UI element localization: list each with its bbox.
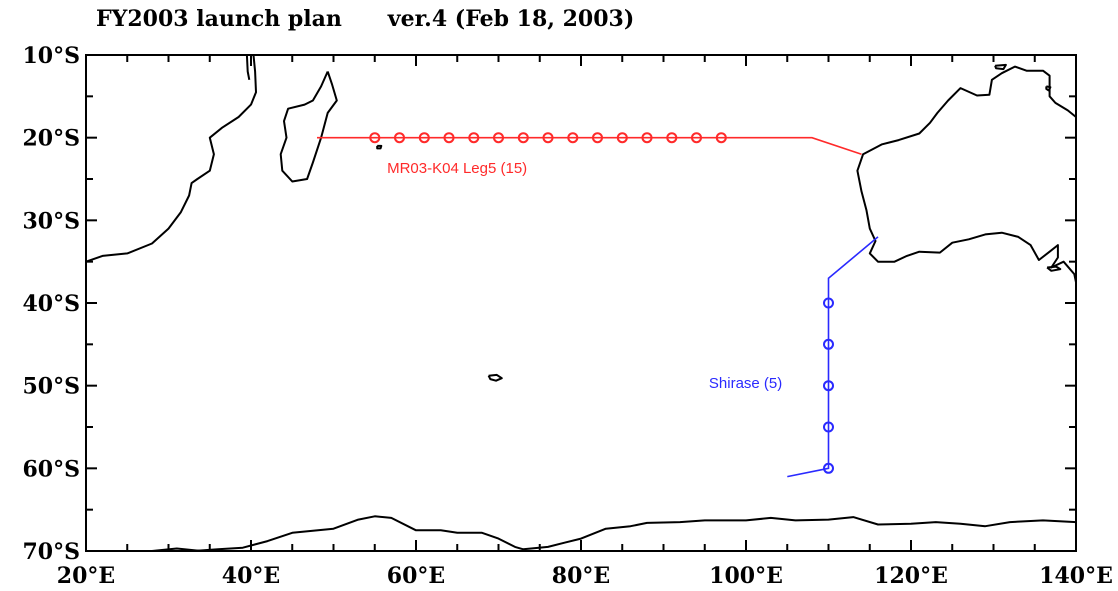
float-marker — [394, 132, 405, 144]
float-marker — [691, 132, 702, 144]
float-marker — [493, 132, 504, 144]
float-marker — [418, 132, 430, 144]
coastline-antarctica — [193, 515, 1076, 551]
coastline-kangaroo-island — [1046, 265, 1062, 272]
float-marker — [592, 132, 603, 144]
x-tick-label: 60°E — [387, 563, 445, 589]
route-label-0: MR03-K04 Leg5 (15) — [387, 160, 527, 177]
map-title: FY2003 launch plan ver.4 (Feb 18, 2003) — [96, 6, 635, 32]
coastline-australia — [856, 65, 1076, 283]
float-marker — [517, 132, 529, 144]
coastline-layer — [86, 43, 1076, 551]
x-tick-label: 100°E — [709, 563, 783, 589]
x-tick-label: 140°E — [1039, 563, 1113, 589]
y-tick-label: 70°S — [22, 539, 80, 565]
x-tick-label: 20°E — [57, 563, 115, 589]
float-marker — [715, 132, 727, 144]
float-marker — [823, 380, 834, 392]
route-track-1 — [787, 236, 879, 478]
y-tick-label: 10°S — [22, 43, 80, 69]
x-tick-label: 120°E — [874, 563, 948, 589]
coastline-groote-eylandt — [1045, 85, 1052, 92]
y-tick-label: 20°S — [22, 126, 80, 152]
float-marker — [823, 297, 834, 309]
float-marker — [823, 462, 834, 474]
float-marker — [666, 132, 678, 144]
y-tick-label: 60°S — [22, 456, 80, 482]
coastline-melville-island — [994, 63, 1007, 71]
coastline-africa — [86, 55, 257, 263]
x-tick-label: 80°E — [552, 563, 610, 589]
float-marker — [823, 421, 834, 433]
float-marker — [616, 132, 628, 144]
coastline-africa-inlet — [245, 55, 251, 80]
coastline-east-timor — [944, 43, 969, 51]
y-tick-label: 50°S — [22, 374, 80, 400]
route-label-1: Shirase (5) — [709, 375, 782, 392]
y-tick-label: 40°S — [22, 291, 80, 317]
float-marker — [641, 132, 653, 144]
float-marker — [468, 132, 480, 144]
tick-layer — [85, 54, 1077, 552]
float-marker — [369, 132, 381, 144]
route-track-0 — [317, 136, 862, 155]
coastline-madagascar — [279, 71, 338, 183]
axis-label-layer: 10°S 20°S 30°S 40°S 50°S 60°S 70°S20°E 40°E 60°E… — [22, 43, 1112, 589]
float-marker — [823, 338, 834, 350]
float-marker — [443, 132, 455, 144]
route-layer: MR03-K04 Leg5 (15) Shirase (5) — [317, 132, 879, 478]
coastline-reunion — [376, 144, 383, 150]
coastline-kerguelen — [487, 373, 503, 382]
plot-frame — [85, 54, 1077, 552]
x-tick-label: 40°E — [222, 563, 280, 589]
float-marker — [542, 132, 554, 144]
y-tick-label: 30°S — [22, 208, 80, 234]
float-marker — [567, 132, 579, 144]
